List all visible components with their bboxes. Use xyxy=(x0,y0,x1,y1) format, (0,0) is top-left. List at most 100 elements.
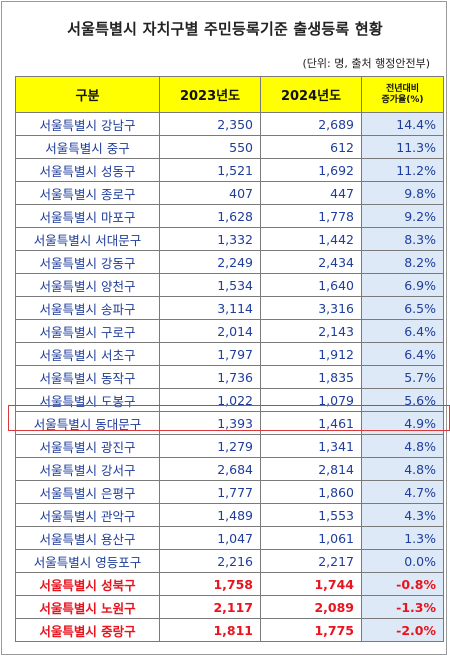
value-2023-cell: 1,797 xyxy=(159,342,261,366)
table-row: 서울특별시 양천구 1,534 1,640 6.9% xyxy=(15,273,444,297)
table-row: 서울특별시 도봉구 1,022 1,079 5.6% xyxy=(15,388,444,412)
district-cell: 서울특별시 마포구 xyxy=(15,204,160,228)
value-2023-cell: 550 xyxy=(159,135,261,159)
growth-cell: 11.2% xyxy=(361,158,444,182)
value-2023-cell: 2,117 xyxy=(159,595,261,619)
district-cell: 서울특별시 관악구 xyxy=(15,503,160,527)
header-2023: 2023년도 xyxy=(159,76,261,113)
district-cell: 서울특별시 강서구 xyxy=(15,457,160,481)
value-2024-cell: 612 xyxy=(260,135,362,159)
value-2024-cell: 1,461 xyxy=(260,411,362,435)
growth-cell: 8.2% xyxy=(361,250,444,274)
header-growth-line2: 증가율(%) xyxy=(381,94,424,105)
table-row: 서울특별시 영등포구 2,216 2,217 0.0% xyxy=(15,549,444,573)
value-2024-cell: 1,912 xyxy=(260,342,362,366)
district-cell: 서울특별시 광진구 xyxy=(15,434,160,458)
value-2023-cell: 1,047 xyxy=(159,526,261,550)
value-2024-cell: 3,316 xyxy=(260,296,362,320)
value-2023-cell: 2,249 xyxy=(159,250,261,274)
table-row: 서울특별시 서초구 1,797 1,912 6.4% xyxy=(15,342,444,366)
table-row: 서울특별시 성동구 1,521 1,692 11.2% xyxy=(15,158,444,182)
district-cell: 서울특별시 구로구 xyxy=(15,319,160,343)
value-2023-cell: 1,332 xyxy=(159,227,261,251)
district-cell: 서울특별시 서초구 xyxy=(15,342,160,366)
value-2024-cell: 1,442 xyxy=(260,227,362,251)
district-cell: 서울특별시 용산구 xyxy=(15,526,160,550)
district-cell: 서울특별시 동작구 xyxy=(15,365,160,389)
value-2024-cell: 1,860 xyxy=(260,480,362,504)
growth-cell: -2.0% xyxy=(361,618,444,642)
table-row: 서울특별시 동대문구 1,393 1,461 4.9% xyxy=(15,411,444,435)
growth-cell: 4.9% xyxy=(361,411,444,435)
value-2024-cell: 2,143 xyxy=(260,319,362,343)
growth-cell: 4.3% xyxy=(361,503,444,527)
table-row: 서울특별시 용산구 1,047 1,061 1.3% xyxy=(15,526,444,550)
table-row: 서울특별시 마포구 1,628 1,778 9.2% xyxy=(15,204,444,228)
value-2024-cell: 2,434 xyxy=(260,250,362,274)
table-row: 서울특별시 구로구 2,014 2,143 6.4% xyxy=(15,319,444,343)
value-2024-cell: 1,061 xyxy=(260,526,362,550)
district-cell: 서울특별시 영등포구 xyxy=(15,549,160,573)
value-2023-cell: 1,736 xyxy=(159,365,261,389)
value-2024-cell: 1,553 xyxy=(260,503,362,527)
value-2023-cell: 1,628 xyxy=(159,204,261,228)
district-cell: 서울특별시 도봉구 xyxy=(15,388,160,412)
growth-cell: 4.8% xyxy=(361,434,444,458)
value-2024-cell: 2,814 xyxy=(260,457,362,481)
district-cell: 서울특별시 강남구 xyxy=(15,112,160,136)
value-2024-cell: 1,692 xyxy=(260,158,362,182)
table-row: 서울특별시 강서구 2,684 2,814 4.8% xyxy=(15,457,444,481)
growth-cell: 0.0% xyxy=(361,549,444,573)
value-2023-cell: 1,279 xyxy=(159,434,261,458)
value-2023-cell: 2,216 xyxy=(159,549,261,573)
table-row: 서울특별시 관악구 1,489 1,553 4.3% xyxy=(15,503,444,527)
district-cell: 서울특별시 노원구 xyxy=(15,595,160,619)
growth-cell: 6.4% xyxy=(361,319,444,343)
header-district: 구분 xyxy=(15,76,160,113)
value-2024-cell: 1,640 xyxy=(260,273,362,297)
growth-cell: 6.5% xyxy=(361,296,444,320)
value-2024-cell: 1,079 xyxy=(260,388,362,412)
growth-cell: 1.3% xyxy=(361,526,444,550)
table-row: 서울특별시 광진구 1,279 1,341 4.8% xyxy=(15,434,444,458)
district-cell: 서울특별시 양천구 xyxy=(15,273,160,297)
growth-cell: 6.4% xyxy=(361,342,444,366)
value-2023-cell: 1,393 xyxy=(159,411,261,435)
table-row: 서울특별시 동작구 1,736 1,835 5.7% xyxy=(15,365,444,389)
table-row: 서울특별시 성북구 1,758 1,744 -0.8% xyxy=(15,572,444,596)
value-2023-cell: 1,758 xyxy=(159,572,261,596)
table-row: 서울특별시 중랑구 1,811 1,775 -2.0% xyxy=(15,618,444,642)
table-row: 서울특별시 종로구 407 447 9.8% xyxy=(15,181,444,205)
district-cell: 서울특별시 은평구 xyxy=(15,480,160,504)
district-cell: 서울특별시 동대문구 xyxy=(15,411,160,435)
district-cell: 서울특별시 서대문구 xyxy=(15,227,160,251)
unit-note: (단위: 명, 출처 행정안전부) xyxy=(302,57,430,70)
value-2023-cell: 407 xyxy=(159,181,261,205)
value-2024-cell: 2,217 xyxy=(260,549,362,573)
table-row: 서울특별시 서대문구 1,332 1,442 8.3% xyxy=(15,227,444,251)
district-cell: 서울특별시 성북구 xyxy=(15,572,160,596)
header-growth-line1: 전년대비 xyxy=(385,83,420,94)
growth-cell: 4.8% xyxy=(361,457,444,481)
table-row: 서울특별시 송파구 3,114 3,316 6.5% xyxy=(15,296,444,320)
value-2024-cell: 1,744 xyxy=(260,572,362,596)
value-2024-cell: 1,341 xyxy=(260,434,362,458)
value-2023-cell: 2,014 xyxy=(159,319,261,343)
value-2024-cell: 2,689 xyxy=(260,112,362,136)
growth-cell: 14.4% xyxy=(361,112,444,136)
value-2023-cell: 1,534 xyxy=(159,273,261,297)
district-cell: 서울특별시 중랑구 xyxy=(15,618,160,642)
table-row: 서울특별시 중구 550 612 11.3% xyxy=(15,135,444,159)
growth-cell: 4.7% xyxy=(361,480,444,504)
growth-cell: 9.2% xyxy=(361,204,444,228)
growth-cell: -1.3% xyxy=(361,595,444,619)
value-2023-cell: 2,684 xyxy=(159,457,261,481)
value-2023-cell: 1,521 xyxy=(159,158,261,182)
value-2023-cell: 2,350 xyxy=(159,112,261,136)
growth-cell: 5.6% xyxy=(361,388,444,412)
value-2023-cell: 3,114 xyxy=(159,296,261,320)
birth-registration-table: 구분 2023년도 2024년도 전년대비 증가율(%) 서울특별시 강남구 2,… xyxy=(15,76,444,642)
value-2023-cell: 1,489 xyxy=(159,503,261,527)
value-2024-cell: 1,778 xyxy=(260,204,362,228)
table-row: 서울특별시 노원구 2,117 2,089 -1.3% xyxy=(15,595,444,619)
